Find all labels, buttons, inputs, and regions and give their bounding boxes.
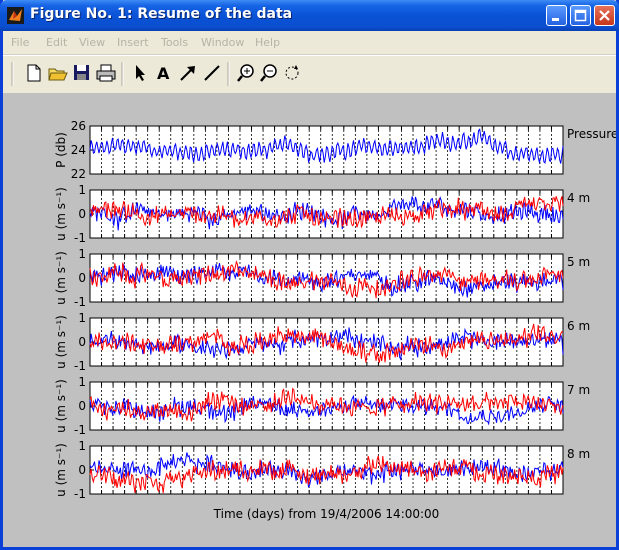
save-button[interactable] bbox=[71, 62, 93, 84]
maximize-icon bbox=[574, 9, 587, 22]
insert-line-button[interactable] bbox=[201, 62, 223, 84]
insert-arrow-button[interactable] bbox=[177, 62, 199, 84]
minimize-button[interactable] bbox=[546, 5, 567, 26]
panel-3: -1 0 1 u (m s⁻¹) 5 m bbox=[54, 247, 590, 309]
menu-file[interactable]: File bbox=[11, 36, 30, 49]
save-icon bbox=[74, 65, 89, 80]
y-tick-label: 1 bbox=[78, 439, 86, 453]
series-line bbox=[89, 387, 564, 422]
matlab-icon bbox=[7, 7, 24, 24]
title-bar[interactable]: Figure No. 1: Resume of the data bbox=[0, 0, 619, 31]
series-line bbox=[89, 327, 564, 362]
series-line bbox=[89, 260, 564, 299]
series-line bbox=[89, 128, 564, 165]
plot-panels: 22 24 26P (db) Pressure -1 0 1 u (m s⁻¹) 4 m -1 0 1… bbox=[54, 119, 616, 521]
new-file-icon bbox=[27, 64, 41, 82]
y-tick-label: 0 bbox=[78, 463, 86, 477]
y-tick-label: 1 bbox=[78, 375, 86, 389]
y-tick-label: 1 bbox=[78, 183, 86, 197]
series-line bbox=[89, 394, 564, 426]
close-icon bbox=[599, 10, 610, 21]
menu-window[interactable]: Window bbox=[201, 36, 245, 49]
svg-text:A: A bbox=[157, 64, 170, 83]
panel-1: 22 24 26P (db) Pressure bbox=[54, 119, 616, 181]
y-tick-label: -1 bbox=[74, 423, 86, 437]
menu-tools[interactable]: Tools bbox=[161, 36, 189, 49]
series-line bbox=[89, 455, 564, 494]
y-tick-label: 1 bbox=[78, 247, 86, 261]
menu-help[interactable]: Help bbox=[255, 36, 281, 49]
figure-canvas: 22 24 26 P (db) Pressure -1 0 1 u (m s⁻¹) 4 m -1 0 1… bbox=[3, 93, 616, 547]
open-file-button[interactable] bbox=[47, 62, 69, 84]
y-tick-label: 22 bbox=[71, 167, 86, 181]
line-insert-icon bbox=[204, 65, 220, 81]
text-insert-icon: A bbox=[157, 64, 170, 83]
toolbar-grip bbox=[11, 62, 14, 86]
close-button[interactable] bbox=[594, 5, 615, 26]
menu-edit[interactable]: Edit bbox=[46, 36, 68, 49]
zoom-in-icon bbox=[237, 64, 254, 82]
menu-view[interactable]: View bbox=[79, 36, 106, 49]
toolbar-separator bbox=[121, 62, 124, 86]
zoom-in-button[interactable] bbox=[235, 62, 257, 84]
panel-6: -1 0 1 u (m s⁻¹) 8 m bbox=[54, 439, 590, 501]
x-axis-label: Time (days) from 19/4/2006 14:00:00 bbox=[213, 507, 440, 521]
zoom-out-icon bbox=[260, 64, 277, 82]
zoom-out-button[interactable] bbox=[258, 62, 280, 84]
y-axis-label: u (m s⁻¹) bbox=[54, 443, 68, 497]
y-axis-label: P (db) bbox=[54, 132, 68, 168]
y-tick-label: 0 bbox=[78, 335, 86, 349]
series-line bbox=[89, 323, 564, 363]
new-file-button[interactable] bbox=[23, 62, 45, 84]
window-title: Figure No. 1: Resume of the data bbox=[30, 6, 293, 22]
y-axis-label: u (m s⁻¹) bbox=[54, 379, 68, 433]
y-axis-label: u (m s⁻¹) bbox=[54, 251, 68, 305]
insert-text-button[interactable]: A bbox=[153, 62, 175, 84]
series-line bbox=[89, 262, 564, 298]
series-line bbox=[89, 196, 564, 229]
minimize-icon bbox=[552, 18, 559, 21]
menu-insert[interactable]: Insert bbox=[117, 36, 149, 49]
select-arrow-icon bbox=[136, 65, 145, 81]
panel-side-label: 6 m bbox=[567, 319, 590, 333]
y-tick-label: -1 bbox=[74, 359, 86, 373]
y-tick-label: 24 bbox=[71, 143, 86, 157]
panel-side-label: 8 m bbox=[567, 447, 590, 461]
rotate-button[interactable] bbox=[281, 62, 303, 84]
panel-side-label: 4 m bbox=[567, 191, 590, 205]
menu-bar: File Edit View Insert Tools Window Help bbox=[3, 31, 616, 54]
plot-box bbox=[89, 381, 564, 431]
panel-side-label: 5 m bbox=[567, 255, 590, 269]
panel-5: -1 0 1 u (m s⁻¹) 7 m bbox=[54, 375, 590, 437]
toolbar-separator bbox=[227, 62, 230, 86]
y-tick-label: 26 bbox=[71, 119, 86, 133]
y-axis-label: u (m s⁻¹) bbox=[54, 187, 68, 241]
print-button[interactable] bbox=[95, 62, 117, 84]
open-folder-icon bbox=[48, 68, 68, 81]
y-tick-label: 0 bbox=[78, 207, 86, 221]
rotate-icon bbox=[285, 65, 299, 80]
arrow-insert-icon bbox=[180, 66, 195, 81]
toolbar: A bbox=[3, 55, 616, 94]
panel-side-label: Pressure bbox=[567, 127, 616, 141]
y-tick-label: 0 bbox=[78, 271, 86, 285]
panel-4: -1 0 1 u (m s⁻¹) 6 m bbox=[54, 311, 590, 373]
y-tick-label: -1 bbox=[74, 231, 86, 245]
y-tick-label: -1 bbox=[74, 295, 86, 309]
panel-side-label: 7 m bbox=[567, 383, 590, 397]
print-icon bbox=[96, 64, 116, 82]
y-tick-label: -1 bbox=[74, 487, 86, 501]
maximize-button[interactable] bbox=[570, 5, 591, 26]
y-axis-label: u (m s⁻¹) bbox=[54, 315, 68, 369]
y-tick-label: 1 bbox=[78, 311, 86, 325]
panel-2: -1 0 1 u (m s⁻¹) 4 m bbox=[54, 183, 590, 245]
y-tick-label: 0 bbox=[78, 399, 86, 413]
select-button[interactable] bbox=[129, 62, 151, 84]
